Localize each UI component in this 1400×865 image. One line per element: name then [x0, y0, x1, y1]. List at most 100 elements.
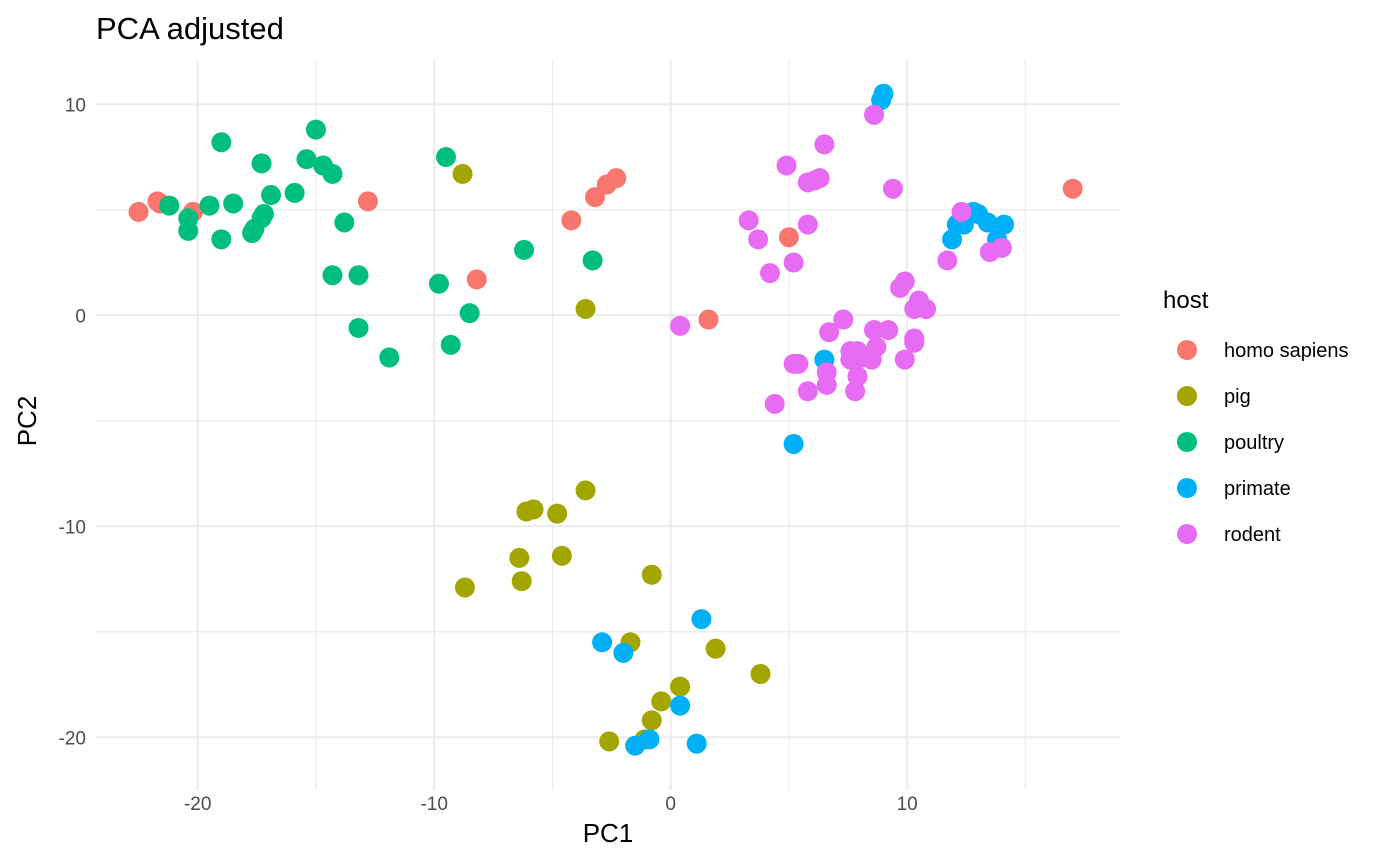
data-point: [783, 433, 804, 454]
data-point: [670, 676, 691, 697]
data-point: [436, 147, 457, 168]
x-axis-title: PC1: [583, 818, 634, 848]
data-point: [561, 210, 582, 231]
legend-title: host: [1163, 287, 1209, 314]
data-point: [750, 663, 771, 684]
data-point: [509, 547, 530, 568]
legend-item: poultry: [1177, 432, 1284, 454]
legend: host homo sapiens pig poultry primate rodent: [1163, 287, 1349, 546]
data-point: [783, 252, 804, 273]
y-axis-tick-labels: -20 -10 0 10: [59, 95, 86, 749]
data-point: [816, 374, 837, 395]
data-point: [951, 201, 972, 222]
data-point: [641, 710, 662, 731]
data-point: [348, 317, 369, 338]
data-point: [575, 298, 596, 319]
data-point: [904, 332, 925, 353]
data-point: [916, 298, 937, 319]
data-point: [348, 265, 369, 286]
data-point: [428, 273, 449, 294]
series-homo-sapiens: [128, 168, 1083, 330]
data-point: [937, 250, 958, 271]
data-point: [613, 642, 634, 663]
data-point: [159, 195, 180, 216]
data-point: [199, 195, 220, 216]
data-point: [759, 263, 780, 284]
data-point: [305, 119, 326, 140]
data-point: [582, 250, 603, 271]
legend-item: rodent: [1177, 524, 1281, 546]
data-point: [864, 104, 885, 125]
series-pig: [452, 163, 771, 752]
data-point: [797, 214, 818, 235]
data-point: [698, 309, 719, 330]
series-rodent: [670, 104, 1012, 414]
data-point: [211, 132, 232, 153]
data-point: [322, 265, 343, 286]
legend-label: homo sapiens: [1224, 340, 1349, 362]
data-point: [991, 237, 1012, 258]
data-point: [261, 185, 282, 206]
data-point: [845, 381, 866, 402]
data-point: [322, 163, 343, 184]
data-point: [584, 187, 605, 208]
data-point: [819, 322, 840, 343]
data-point: [514, 239, 535, 260]
data-point: [748, 229, 769, 250]
data-point: [809, 168, 830, 189]
x-tick-label: 10: [897, 794, 918, 815]
legend-item: pig: [1177, 386, 1251, 408]
data-point: [511, 571, 532, 592]
data-point: [178, 220, 199, 241]
data-point: [977, 212, 998, 233]
legend-item: primate: [1177, 478, 1291, 500]
x-tick-label: -10: [420, 794, 447, 815]
data-point: [686, 733, 707, 754]
data-point: [882, 178, 903, 199]
data-point: [523, 499, 544, 520]
data-point: [878, 320, 899, 341]
legend-key: [1177, 432, 1197, 452]
data-point: [334, 212, 355, 233]
data-point: [788, 353, 809, 374]
data-point: [651, 691, 672, 712]
data-point: [454, 577, 475, 598]
legend-key: [1177, 478, 1197, 498]
data-point: [861, 349, 882, 370]
data-point: [833, 309, 854, 330]
data-point: [670, 315, 691, 336]
data-point: [440, 334, 461, 355]
grid: [96, 60, 1120, 790]
data-point: [211, 229, 232, 250]
legend-label: rodent: [1224, 524, 1281, 546]
legend-key: [1177, 340, 1197, 360]
x-tick-label: -20: [184, 794, 211, 815]
data-point: [864, 320, 885, 341]
data-point: [847, 366, 868, 387]
data-point: [776, 155, 797, 176]
data-point: [296, 149, 317, 170]
x-axis-tick-labels: -20 -10 0 10: [184, 794, 918, 815]
data-point: [705, 638, 726, 659]
data-point: [890, 277, 911, 298]
y-tick-label: -20: [59, 728, 86, 749]
data-point: [894, 349, 915, 370]
data-point: [797, 381, 818, 402]
data-point: [599, 731, 620, 752]
data-point: [452, 163, 473, 184]
data-point: [994, 214, 1015, 235]
data-point: [778, 227, 799, 248]
data-point: [575, 480, 596, 501]
data-point: [606, 168, 627, 189]
data-point: [459, 303, 480, 324]
data-point: [466, 269, 487, 290]
legend-label: pig: [1224, 386, 1251, 408]
y-tick-label: 10: [65, 95, 86, 116]
legend-item: homo sapiens: [1177, 340, 1349, 362]
data-point: [128, 201, 149, 222]
data-point: [253, 204, 274, 225]
series-primate: [592, 83, 1015, 756]
y-tick-label: 0: [75, 306, 86, 327]
data-point: [592, 632, 613, 653]
